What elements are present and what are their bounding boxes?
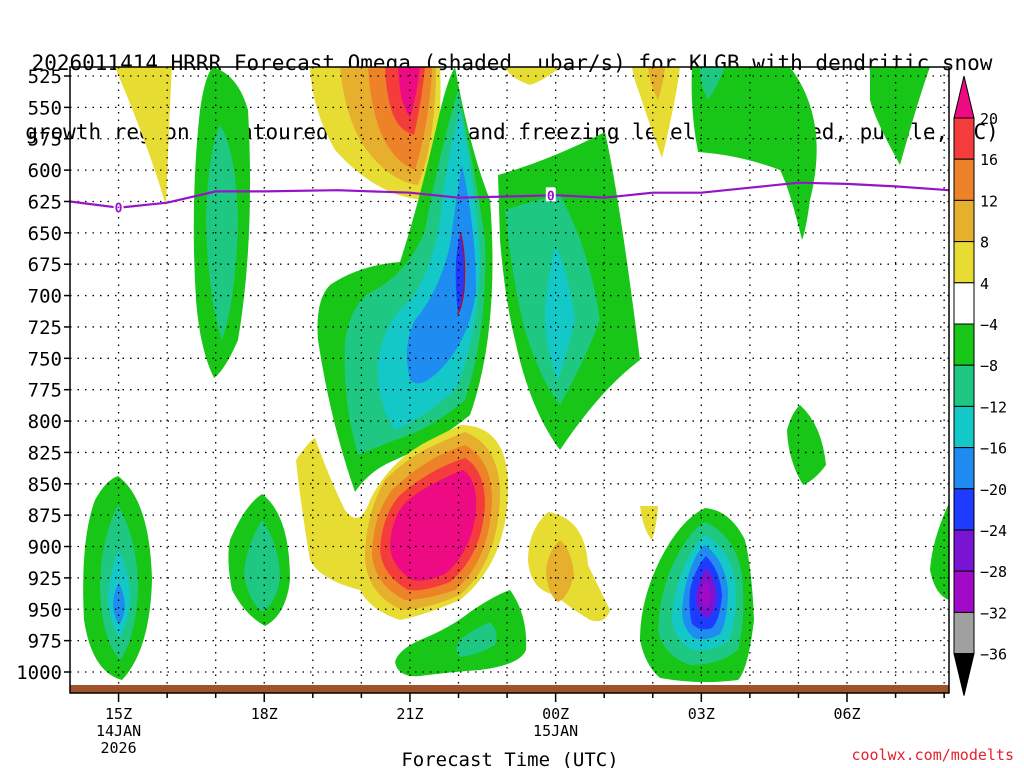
- low-level-violet-03z: [700, 580, 711, 608]
- upper-green-03z: [691, 67, 817, 240]
- x-tick-label: 21Z: [396, 705, 423, 723]
- y-tick-label: 600: [28, 160, 62, 182]
- y-tick-label: 575: [28, 129, 62, 151]
- colorbar-label: −36: [980, 646, 1007, 664]
- upper-teal-column-17z: [206, 125, 238, 340]
- y-tick-label: 1000: [16, 662, 62, 684]
- colorbar-label: 16: [980, 151, 998, 169]
- upper-yellow-00z: [505, 67, 560, 85]
- x-tick-label: 03Z: [688, 705, 715, 723]
- low-level-magenta-21z: [390, 470, 477, 581]
- colorbar-swatch: [953, 405, 975, 449]
- green-patch-05z: [787, 405, 826, 485]
- x-tick-label: 06Z: [833, 705, 860, 723]
- colorbar-swatch: [953, 241, 975, 284]
- colorbar-swatch: [953, 199, 975, 243]
- y-tick-label: 975: [28, 631, 62, 653]
- low-level-teal-22z: [456, 622, 497, 657]
- y-tick-label: 650: [28, 223, 62, 245]
- upper-yellow-02z: [632, 67, 680, 158]
- x-tick-label: 00Z: [542, 705, 569, 723]
- y-axis: 525 550 575 600 625 650 675 700 725 750 775 800 825 8…: [16, 66, 70, 684]
- colorbar-label: −12: [980, 398, 1007, 416]
- plot-frame: [69, 66, 950, 694]
- colorbar-label: −20: [980, 481, 1007, 499]
- colorbar-swatch: [953, 488, 975, 531]
- freezing-level-line: [70, 181, 949, 209]
- y-tick-label: 800: [28, 411, 62, 433]
- small-yellow-patch-01z: [640, 506, 658, 540]
- upper-yellow-band-15z: [115, 67, 172, 206]
- colorbar-swatch: [953, 282, 975, 325]
- colorbar-swatch: [953, 117, 975, 160]
- colorbar-label: −24: [980, 522, 1007, 540]
- cyan-column-00z: [545, 245, 575, 380]
- upper-warm-plume-magenta: [398, 67, 420, 118]
- freezing-level-contour: 00: [70, 181, 949, 217]
- y-tick-label: 950: [28, 599, 62, 621]
- y-tick-label: 775: [28, 380, 62, 402]
- y-tick-label: 675: [28, 254, 62, 276]
- y-tick-label: 725: [28, 317, 62, 339]
- colorbar-swatch: [953, 364, 975, 407]
- omega-shaded-field: [83, 67, 949, 683]
- upper-teal-03z: [700, 67, 725, 100]
- x-tick-date: 14JAN: [96, 722, 141, 740]
- y-tick-label: 875: [28, 505, 62, 527]
- colorbar-label: −28: [980, 563, 1007, 581]
- edge-green-08z: [930, 503, 949, 600]
- y-tick-label: 925: [28, 568, 62, 590]
- colorbar-swatch: [953, 570, 975, 613]
- colorbar-swatch: [953, 158, 975, 201]
- low-level-green-22z: [395, 590, 527, 677]
- y-tick-label: 700: [28, 286, 62, 308]
- y-tick-label: 625: [28, 191, 62, 213]
- freezing-label-bg: [545, 187, 556, 202]
- x-tick-label: 15Z: [105, 705, 132, 723]
- freezing-label-bg: [113, 199, 124, 214]
- y-tick-label: 750: [28, 348, 62, 370]
- credit-text: coolwx.com/modelts: [851, 746, 1014, 764]
- freezing-level-label: 0: [115, 202, 123, 217]
- colorbar-swatch: [953, 323, 975, 366]
- colorbar-label: −4: [980, 316, 998, 334]
- freezing-level-label: 0: [547, 189, 555, 204]
- main-rising-column-skyblue: [406, 165, 476, 384]
- low-level-skyblue-15z: [113, 583, 125, 625]
- x-tick-date: 15JAN: [533, 722, 578, 740]
- colorbar-label: −8: [980, 357, 998, 375]
- low-level-lightorange-00z: [546, 540, 574, 602]
- y-tick-label: 550: [28, 97, 62, 119]
- green-patch-06z: [870, 67, 930, 165]
- x-axis-label: Forecast Time (UTC): [401, 749, 618, 768]
- colorbar-label: 4: [980, 275, 989, 293]
- colorbar-label: 12: [980, 192, 998, 210]
- colorbar-label: −32: [980, 604, 1007, 622]
- colorbar-cap-top: [953, 75, 975, 119]
- colorbar-cap-bottom: [953, 653, 975, 696]
- dendritic-contour-22z: [456, 231, 466, 315]
- y-tick-label: 850: [28, 474, 62, 496]
- colorbar-label: 8: [980, 234, 989, 252]
- ground-surface: [70, 685, 949, 693]
- x-tick-year: 2026: [101, 739, 137, 757]
- y-tick-label: 900: [28, 537, 62, 559]
- x-tick-label: 18Z: [251, 705, 278, 723]
- colorbar-swatch: [953, 611, 975, 655]
- low-level-teal-18z: [244, 520, 280, 612]
- colorbar-label: −16: [980, 440, 1007, 458]
- colorbar: 20 16 12 8 4 −4 −8 −12 −16 −20 −24 −28 −32 −36: [953, 75, 1007, 696]
- y-tick-label: 525: [28, 66, 62, 88]
- colorbar-swatch: [953, 447, 975, 490]
- colorbar-swatch: [953, 529, 975, 572]
- colorbar-label: 20: [980, 110, 998, 128]
- y-tick-label: 825: [28, 442, 62, 464]
